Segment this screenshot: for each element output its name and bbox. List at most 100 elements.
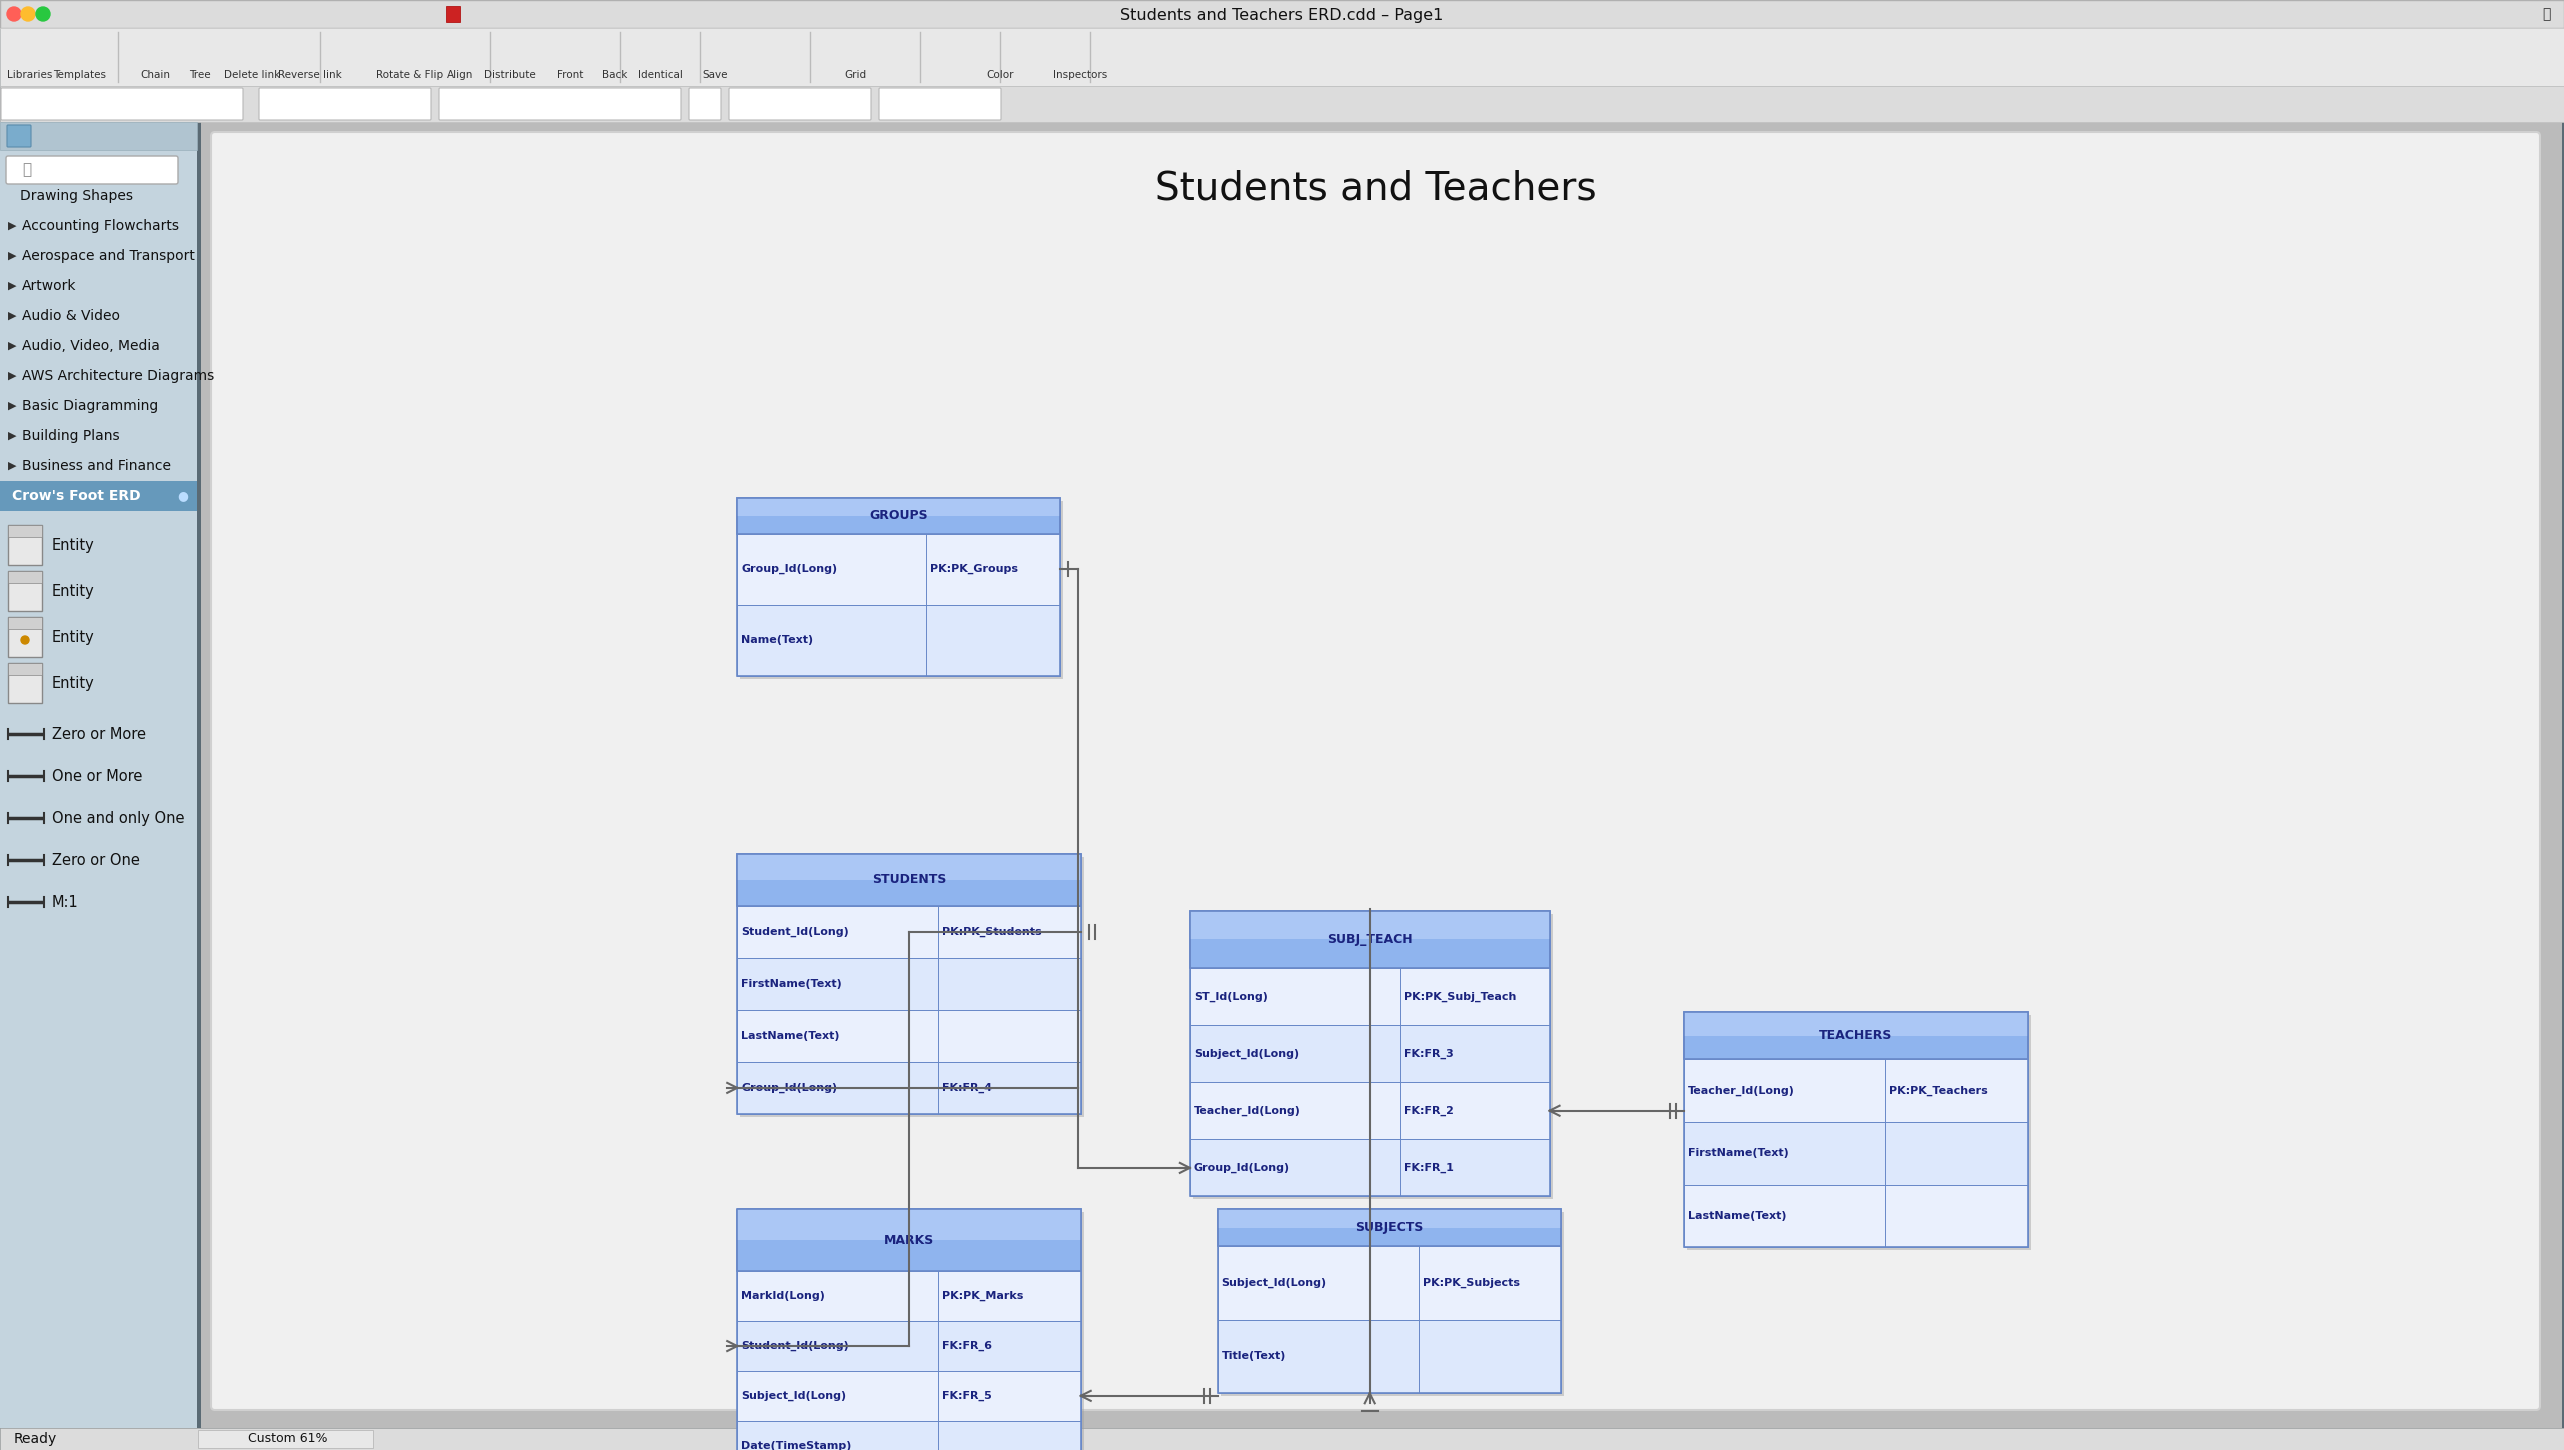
Bar xyxy=(738,1009,1082,1061)
Bar xyxy=(1218,1246,1561,1320)
Text: FK:FR_1: FK:FR_1 xyxy=(1405,1163,1454,1173)
Bar xyxy=(1218,1209,1561,1393)
FancyBboxPatch shape xyxy=(690,88,720,120)
Bar xyxy=(738,854,1082,906)
Bar xyxy=(738,1209,1082,1450)
Bar xyxy=(0,1428,2564,1450)
Circle shape xyxy=(21,7,36,20)
Text: Audio, Video, Media: Audio, Video, Media xyxy=(23,339,159,352)
Bar xyxy=(738,497,1059,516)
Bar xyxy=(738,497,1059,534)
FancyBboxPatch shape xyxy=(8,125,31,146)
Text: Templates: Templates xyxy=(54,70,108,80)
Bar xyxy=(8,525,41,566)
Text: Zero or One: Zero or One xyxy=(51,853,141,867)
Bar xyxy=(1190,1140,1549,1196)
Text: Business and Finance: Business and Finance xyxy=(23,460,172,473)
Bar xyxy=(738,497,1059,676)
Text: Zero or More: Zero or More xyxy=(51,726,146,741)
Bar xyxy=(1192,914,1554,1199)
FancyBboxPatch shape xyxy=(210,132,2541,1409)
Bar xyxy=(1685,1012,2028,1247)
Text: Name(Text): Name(Text) xyxy=(741,635,813,645)
Text: FK:FR_6: FK:FR_6 xyxy=(941,1341,992,1351)
Text: ▶: ▶ xyxy=(8,431,15,441)
Bar xyxy=(738,1061,1082,1114)
Text: ST_Id(Long): ST_Id(Long) xyxy=(1195,992,1267,1002)
Text: SUBJ_TEACH: SUBJ_TEACH xyxy=(1328,932,1413,945)
Bar xyxy=(1190,911,1549,1196)
Bar xyxy=(738,906,1082,957)
Bar xyxy=(1685,1060,2028,1122)
Text: FirstName(Text): FirstName(Text) xyxy=(741,979,841,989)
Text: SUBJECTS: SUBJECTS xyxy=(1356,1221,1423,1234)
Bar xyxy=(738,605,1059,676)
Circle shape xyxy=(21,637,28,644)
Text: MarkId(Long): MarkId(Long) xyxy=(741,1292,826,1301)
Bar xyxy=(197,1430,372,1449)
Text: Custom 61%: Custom 61% xyxy=(249,1433,328,1446)
Bar xyxy=(741,857,1085,1116)
Text: PK:PK_Marks: PK:PK_Marks xyxy=(941,1290,1023,1302)
Text: ⌕: ⌕ xyxy=(23,162,31,177)
Text: ▶: ▶ xyxy=(8,341,15,351)
Bar xyxy=(738,1209,1082,1272)
Text: ▶: ▶ xyxy=(8,220,15,231)
Text: Entity: Entity xyxy=(51,676,95,690)
Bar xyxy=(1685,1185,2028,1247)
Text: Rotate & Flip: Rotate & Flip xyxy=(377,70,444,80)
Text: One or More: One or More xyxy=(51,768,144,783)
Text: Save: Save xyxy=(703,70,728,80)
Text: FK:FR_5: FK:FR_5 xyxy=(941,1391,992,1401)
Bar xyxy=(446,6,459,22)
Text: Group_Id(Long): Group_Id(Long) xyxy=(741,564,838,574)
Text: ⤢: ⤢ xyxy=(2541,7,2551,20)
Text: ▶: ▶ xyxy=(8,310,15,320)
Text: TEACHERS: TEACHERS xyxy=(1820,1030,1892,1043)
Text: Group_Id(Long): Group_Id(Long) xyxy=(741,1083,838,1093)
Text: ▶: ▶ xyxy=(8,371,15,381)
Text: AWS Architecture Diagrams: AWS Architecture Diagrams xyxy=(23,368,215,383)
Text: Title(Text): Title(Text) xyxy=(1220,1351,1287,1362)
Bar xyxy=(738,957,1082,1009)
Text: FK:FR_4: FK:FR_4 xyxy=(941,1083,992,1093)
Text: STUDENTS: STUDENTS xyxy=(872,873,946,886)
Bar xyxy=(8,618,41,629)
Bar xyxy=(1190,1082,1549,1140)
Text: PK:PK_Groups: PK:PK_Groups xyxy=(931,564,1018,574)
Bar xyxy=(0,122,197,1428)
Text: Entity: Entity xyxy=(51,538,95,552)
Text: Tree: Tree xyxy=(190,70,210,80)
Bar xyxy=(0,0,2564,28)
FancyBboxPatch shape xyxy=(0,88,244,120)
Text: Students and Teachers: Students and Teachers xyxy=(1154,170,1597,207)
Bar xyxy=(738,1272,1082,1321)
Bar xyxy=(1218,1320,1561,1393)
FancyBboxPatch shape xyxy=(728,88,872,120)
Text: ▶: ▶ xyxy=(8,251,15,261)
Bar xyxy=(1190,911,1549,940)
Text: Teacher_Id(Long): Teacher_Id(Long) xyxy=(1687,1086,1795,1096)
Text: LastName(Text): LastName(Text) xyxy=(1687,1211,1787,1221)
Text: Aerospace and Transport: Aerospace and Transport xyxy=(23,249,195,262)
Bar xyxy=(741,500,1064,679)
Bar xyxy=(1218,1209,1561,1228)
Bar xyxy=(738,854,1082,1114)
Text: Grid: Grid xyxy=(844,70,867,80)
Text: One and only One: One and only One xyxy=(51,811,185,825)
Text: Entity: Entity xyxy=(51,629,95,644)
Text: PK:PK_Subj_Teach: PK:PK_Subj_Teach xyxy=(1405,992,1518,1002)
Text: Drawing Shapes: Drawing Shapes xyxy=(21,188,133,203)
Text: Student_Id(Long): Student_Id(Long) xyxy=(741,1341,849,1351)
Bar xyxy=(741,1212,1085,1450)
Bar xyxy=(0,481,197,510)
Text: Align: Align xyxy=(446,70,474,80)
Text: Distribute: Distribute xyxy=(485,70,536,80)
FancyBboxPatch shape xyxy=(438,88,682,120)
Bar xyxy=(1685,1012,2028,1060)
Bar xyxy=(1685,1122,2028,1185)
Bar xyxy=(1687,1015,2031,1250)
Text: ▶: ▶ xyxy=(8,281,15,291)
Bar xyxy=(1218,1209,1561,1246)
FancyBboxPatch shape xyxy=(259,88,431,120)
